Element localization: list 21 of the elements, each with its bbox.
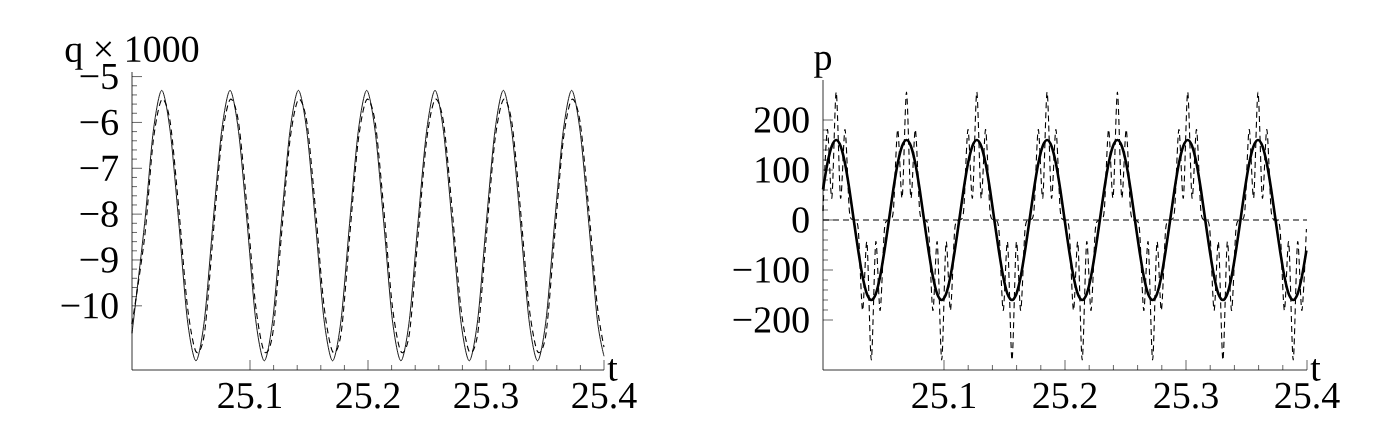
y-tick-label: −6 bbox=[80, 109, 119, 136]
y-tick-label: −100 bbox=[733, 257, 809, 283]
y-axis-title: p bbox=[814, 51, 832, 78]
x-tick-label: 25.3 bbox=[1154, 382, 1218, 409]
x-axis-title: t bbox=[1310, 359, 1321, 381]
x-tick-label: 25.4 bbox=[572, 382, 637, 409]
y-tick-label: −10 bbox=[61, 293, 118, 319]
y-tick-label: −7 bbox=[80, 155, 119, 181]
y-tick-label: −9 bbox=[80, 247, 118, 273]
x-axis-title: t bbox=[607, 359, 618, 381]
y-tick-label: 200 bbox=[754, 107, 809, 133]
y-tick-label: −8 bbox=[80, 201, 118, 227]
x-tick-label: 25.1 bbox=[218, 382, 281, 409]
y-tick-label: −200 bbox=[733, 307, 809, 333]
x-tick-label: 25.1 bbox=[912, 382, 975, 409]
x-tick-label: 25.2 bbox=[336, 382, 400, 409]
y-tick-label: 0 bbox=[792, 207, 809, 233]
x-tick-label: 25.3 bbox=[454, 382, 518, 409]
y-tick-label: 100 bbox=[756, 157, 809, 183]
x-tick-label: 25.2 bbox=[1033, 382, 1097, 409]
x-tick-label: 25.4 bbox=[1275, 382, 1340, 409]
